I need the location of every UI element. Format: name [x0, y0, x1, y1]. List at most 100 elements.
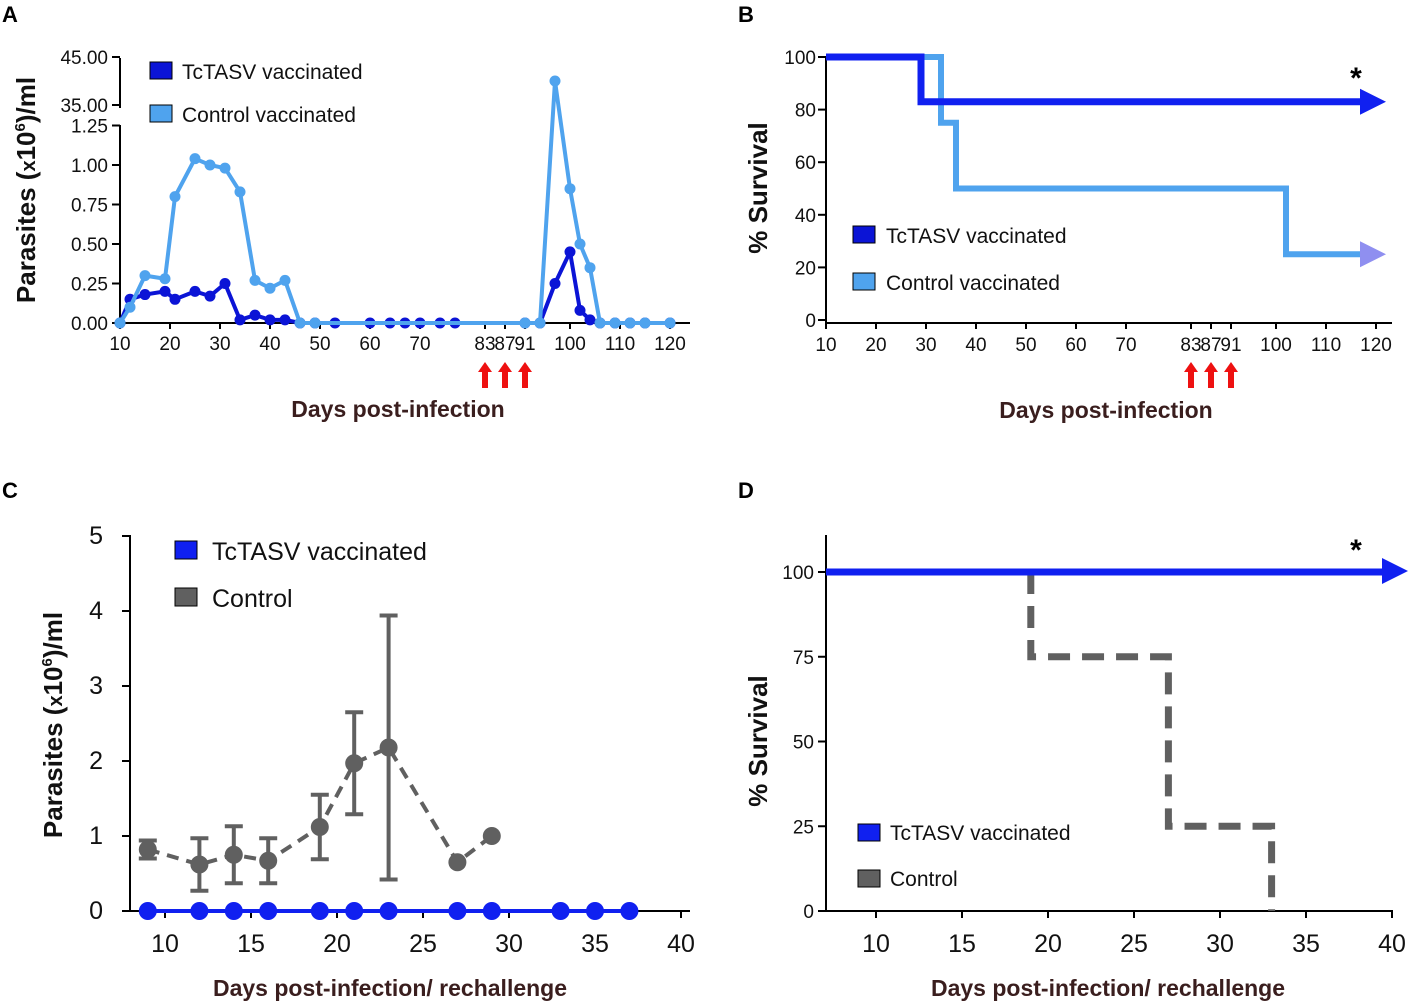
- c-tctasv-point: [482, 902, 501, 920]
- a-x-tick-label: 20: [159, 334, 180, 355]
- a-y-tick-label: 0.00: [71, 314, 108, 335]
- a-y-tick-label: 35.00: [60, 96, 108, 117]
- a-x-tick-label: 60: [359, 334, 380, 355]
- c-x-tick-label: 10: [151, 930, 179, 958]
- b-red-arrow-91: [1224, 362, 1238, 388]
- a-legend-label-tctasv: TcTASV vaccinated: [182, 61, 363, 84]
- b-x-tick-label: 100: [1260, 335, 1292, 356]
- b-survival-arrowhead-0: [1360, 88, 1386, 115]
- b-x-tick-label: 20: [865, 335, 886, 356]
- a-data-point: [114, 317, 126, 329]
- c-tctasv-point: [310, 902, 329, 920]
- a-data-point: [609, 317, 621, 329]
- b-x-tick-label: 40: [965, 335, 986, 356]
- b-red-arrow-83: [1184, 362, 1198, 388]
- a-data-point: [549, 278, 561, 289]
- a-red-arrow-87: [498, 362, 512, 388]
- a-x-tick-label: 30: [209, 334, 230, 355]
- c-legend-label-control: Control: [212, 585, 293, 613]
- b-legend-label-tctasv: TcTASV vaccinated: [886, 225, 1067, 248]
- b-legend-label-control: Control vaccinated: [886, 272, 1060, 295]
- b-x-tick-label: 110: [1311, 335, 1341, 356]
- a-data-point: [169, 191, 181, 203]
- a-data-point: [159, 273, 171, 285]
- a-data-point: [189, 285, 201, 297]
- a-x-tick-label: 50: [309, 334, 330, 355]
- a-data-point: [169, 293, 181, 305]
- c-x-axis-label: Days post-infection/ rechallenge: [213, 975, 567, 1001]
- c-control-point: [310, 818, 329, 836]
- c-control-point: [379, 738, 398, 757]
- c-control-point: [482, 827, 501, 845]
- b-y-tick-label: 40: [795, 206, 816, 227]
- a-y-tick-label: 1.25: [71, 117, 108, 138]
- b-x-tick-label: 120: [1360, 335, 1392, 356]
- c-control-point: [345, 754, 364, 773]
- b-survival-arrowhead-1: [1360, 241, 1386, 268]
- a-y-axis-label: Parasites (x106)/ml: [11, 77, 41, 303]
- a-data-point: [624, 317, 636, 329]
- b-y-tick-label: 80: [795, 101, 816, 122]
- a-data-point: [159, 285, 171, 297]
- d-y-ticks: 0 25 50 75 100: [782, 563, 826, 923]
- c-tctasv-point: [224, 902, 243, 920]
- c-control-point: [190, 855, 209, 874]
- b-y-tick-label: 0: [805, 311, 816, 332]
- c-tctasv-point: [138, 902, 157, 920]
- c-x-tick-label: 20: [323, 930, 351, 958]
- b-x-tick-label: 50: [1015, 335, 1036, 356]
- d-y-tick-label: 25: [793, 817, 814, 838]
- b-series: [826, 53, 1386, 268]
- d-series: [826, 558, 1408, 911]
- a-data-point: [574, 304, 586, 316]
- a-y-tick-label: 0.50: [71, 235, 108, 256]
- a-x-tick-label: 110: [605, 334, 635, 355]
- c-control-point: [259, 851, 278, 870]
- d-x-tick-label: 15: [948, 930, 976, 958]
- d-x-tick-label: 30: [1206, 930, 1234, 958]
- d-y-tick-label: 50: [793, 733, 814, 754]
- b-survival-line-0: [826, 53, 1366, 106]
- a-data-point: [564, 246, 576, 258]
- c-y-tick-label: 4: [89, 597, 103, 625]
- a-data-point: [534, 317, 546, 329]
- c-x-tick-label: 40: [667, 930, 695, 958]
- c-tctasv-point: [345, 902, 364, 920]
- a-data-point: [309, 317, 321, 329]
- a-x-tick-label: 87: [494, 334, 515, 355]
- a-legend-label-control: Control vaccinated: [182, 104, 356, 127]
- d-legend-label-control: Control: [890, 868, 958, 891]
- c-series: [138, 613, 639, 920]
- b-x-tick-label: 91: [1220, 335, 1241, 356]
- a-x-tick-label: 100: [554, 334, 586, 355]
- d-y-tick-label: 75: [793, 648, 814, 669]
- d-x-tick-label: 40: [1378, 930, 1406, 958]
- c-x-tick-label: 35: [581, 930, 609, 958]
- d-control-survival-line: [1027, 572, 1276, 911]
- c-x-tick-label: 25: [409, 930, 437, 958]
- a-data-point: [249, 309, 261, 321]
- a-x-tick-label: 120: [654, 334, 686, 355]
- c-x-tick-label: 30: [495, 930, 523, 958]
- b-y-tick-label: 60: [795, 153, 816, 174]
- b-significance-star: *: [1350, 62, 1362, 95]
- b-x-tick-label: 70: [1115, 335, 1136, 356]
- c-tctasv-point: [551, 902, 570, 920]
- a-data-point: [664, 317, 676, 329]
- a-data-point: [584, 262, 596, 274]
- d-legend-swatch-tctasv: [857, 823, 881, 842]
- d-significance-star: *: [1350, 534, 1362, 567]
- b-y-tick-label: 20: [795, 258, 816, 279]
- b-y-axis-label: % Survival: [743, 122, 773, 254]
- a-data-point: [219, 278, 231, 289]
- d-x-tick-label: 25: [1120, 930, 1148, 958]
- a-data-point: [234, 186, 246, 198]
- c-y-tick-label: 1: [89, 822, 103, 850]
- c-y-tick-label: 5: [89, 522, 103, 550]
- a-data-point: [519, 317, 531, 329]
- d-x-axis-label: Days post-infection/ rechallenge: [931, 975, 1285, 1001]
